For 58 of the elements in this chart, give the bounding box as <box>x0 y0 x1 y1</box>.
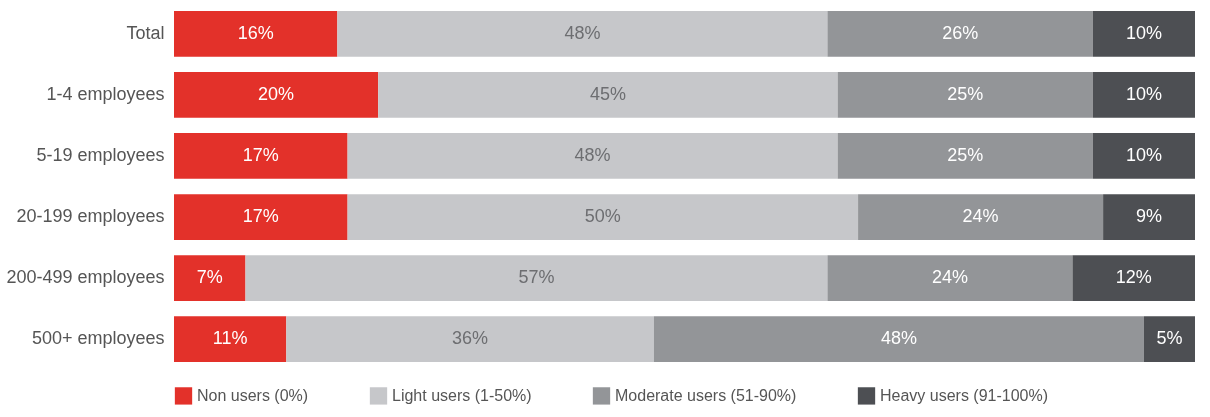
data-label: 45% <box>589 83 626 104</box>
legend-label: Heavy users (91-100%) <box>880 386 1049 404</box>
bar <box>337 11 828 57</box>
data-label: 57% <box>518 267 555 288</box>
bar <box>174 255 246 301</box>
bar <box>174 194 348 240</box>
data-label: 24% <box>962 206 999 226</box>
data-label: 24% <box>931 267 968 288</box>
bar <box>174 11 338 57</box>
bar <box>837 133 1093 179</box>
data-label: 36% <box>452 328 489 349</box>
bar <box>858 194 1104 240</box>
bar <box>1072 255 1195 301</box>
bar <box>827 11 1093 57</box>
y-tick-label: Total <box>126 22 165 43</box>
data-label: 9% <box>1136 206 1163 226</box>
y-tick-label: 20-199 employees <box>16 206 165 226</box>
bar <box>347 194 859 240</box>
y-tick-label: 200-499 employees <box>6 267 165 288</box>
bar <box>837 72 1093 118</box>
bar <box>174 316 287 362</box>
bar <box>1092 11 1195 57</box>
bar <box>286 316 654 362</box>
data-label: 7% <box>196 267 223 288</box>
bar <box>174 133 348 179</box>
bar <box>1103 194 1195 240</box>
bar <box>1143 316 1195 362</box>
y-tick-label: 5-19 employees <box>36 145 165 165</box>
data-label: 5% <box>1156 328 1183 349</box>
legend-label: Non users (0%) <box>197 386 309 404</box>
bar <box>827 255 1073 301</box>
legend-label: Light users (1-50%) <box>392 386 532 404</box>
data-label: 17% <box>242 145 279 165</box>
data-label: 10% <box>1125 83 1162 104</box>
data-label: 10% <box>1125 22 1162 43</box>
data-label: 16% <box>237 22 274 43</box>
data-label: 20% <box>258 83 295 104</box>
data-label: 11% <box>212 328 248 349</box>
data-label: 48% <box>564 22 601 43</box>
y-tick-label: 500+ employees <box>31 328 165 349</box>
data-label: 12% <box>1115 267 1152 288</box>
bar <box>347 133 838 179</box>
data-label: 17% <box>242 206 279 226</box>
bar <box>245 255 828 301</box>
data-label: 26% <box>942 22 979 43</box>
data-label: 48% <box>880 328 917 349</box>
data-label: 25% <box>947 83 984 104</box>
legend-label: Moderate users (51-90%) <box>615 386 797 404</box>
bar <box>174 72 379 118</box>
bar <box>653 316 1144 362</box>
bar <box>1092 133 1195 179</box>
bar <box>378 72 838 118</box>
bar <box>1092 72 1195 118</box>
y-tick-label: 1-4 employees <box>46 83 165 104</box>
data-label: 10% <box>1125 145 1162 165</box>
data-label: 50% <box>584 206 621 226</box>
data-label: 25% <box>947 145 984 165</box>
data-label: 48% <box>574 145 611 165</box>
